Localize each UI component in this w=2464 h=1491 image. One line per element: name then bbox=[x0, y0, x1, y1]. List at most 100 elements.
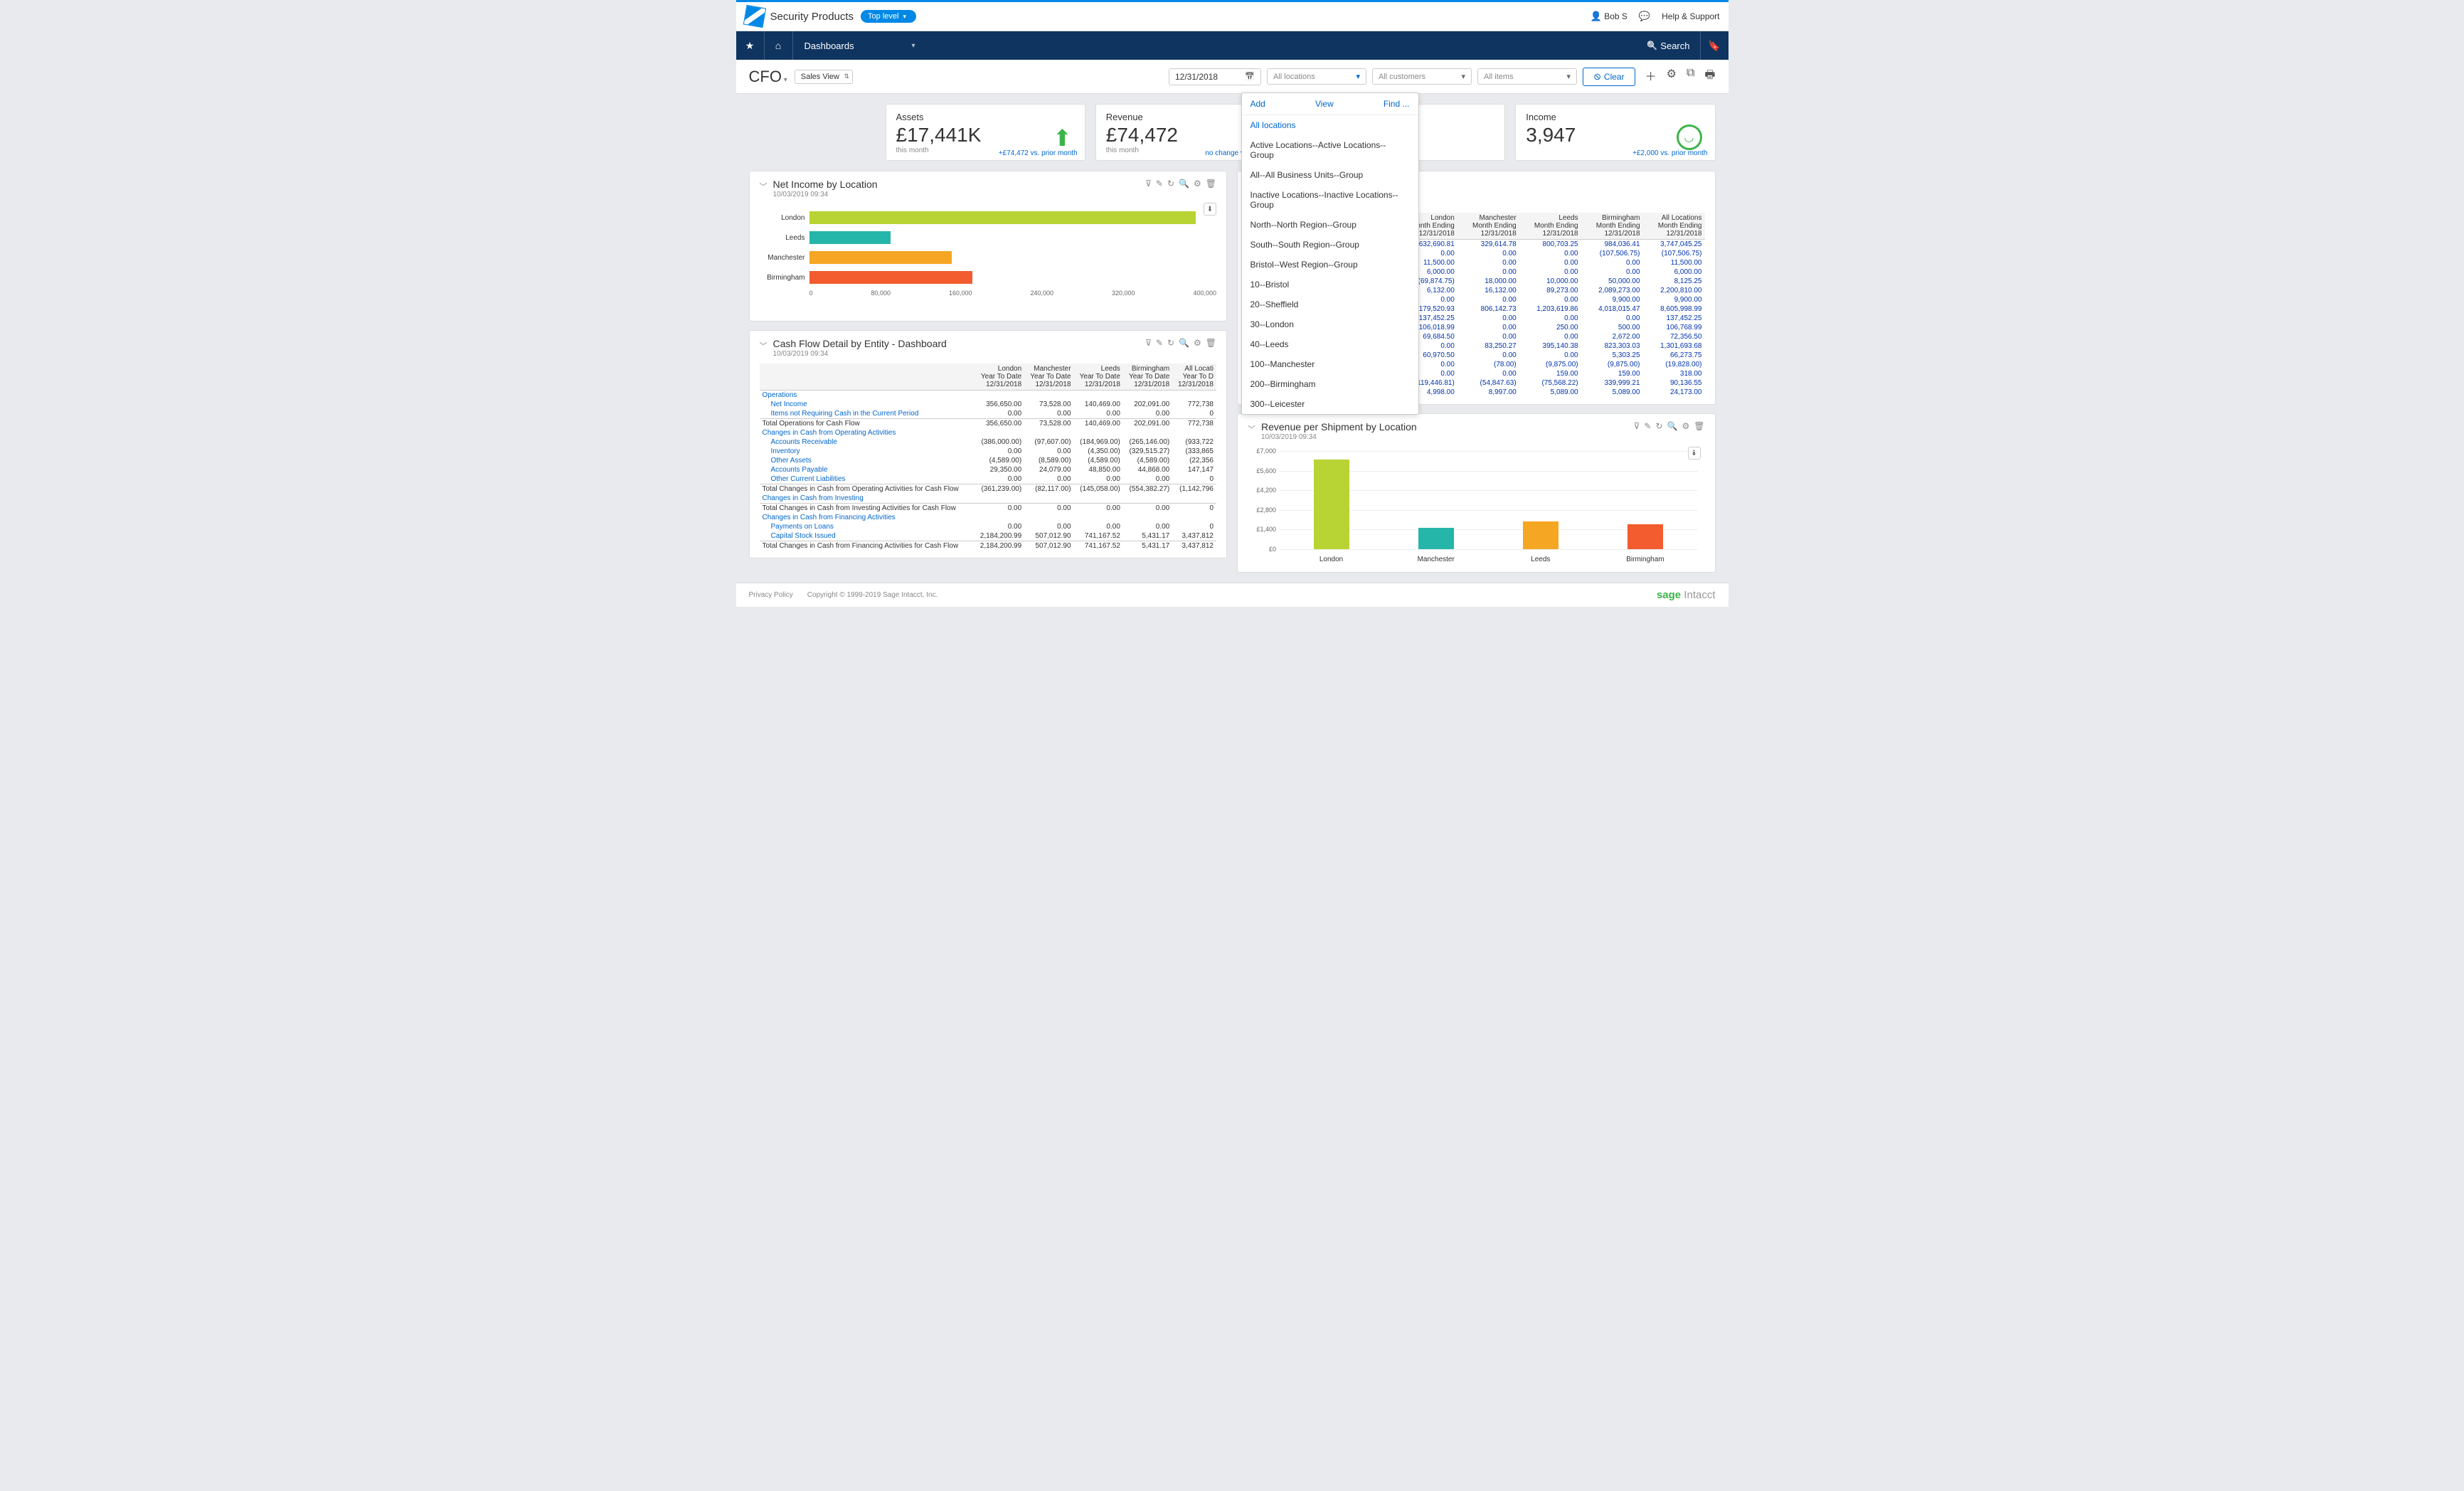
table-header: LeedsMonth Ending12/31/2018 bbox=[1519, 213, 1581, 240]
trash-icon[interactable]: 🗑 bbox=[1206, 179, 1216, 189]
settings-icon[interactable]: ⚙ bbox=[1667, 67, 1677, 86]
chart-bar[interactable]: Leeds bbox=[809, 228, 1217, 247]
toolbar: CFO Sales View 12/31/2018 All locations … bbox=[736, 60, 1728, 94]
add-icon[interactable]: ＋ bbox=[1645, 67, 1657, 86]
favorites-icon[interactable]: ★ bbox=[736, 31, 765, 60]
kpi-row: Assets £17,441K this month +£74,472 vs. … bbox=[736, 94, 1728, 171]
level-badge[interactable]: Top level bbox=[861, 10, 916, 23]
dropdown-find[interactable]: Find ... bbox=[1384, 99, 1410, 109]
edit-icon[interactable]: ✎ bbox=[1156, 179, 1163, 189]
filter-items[interactable]: All items bbox=[1477, 68, 1577, 85]
chart-bar[interactable] bbox=[1627, 524, 1663, 549]
date-input[interactable]: 12/31/2018 bbox=[1169, 68, 1261, 85]
search-button[interactable]: Search bbox=[1637, 41, 1699, 51]
dropdown-item[interactable]: 10--Bristol bbox=[1242, 275, 1418, 295]
kpi-card[interactable]: Income 3,947 +£2,000 vs. prior month◡ bbox=[1515, 104, 1715, 161]
collapse-icon[interactable]: ﹀ bbox=[1248, 423, 1255, 435]
dropdown-item[interactable]: North--North Region--Group bbox=[1242, 215, 1418, 235]
kpi-delta: +£2,000 vs. prior month bbox=[1632, 149, 1707, 157]
dropdown-item[interactable]: 100--Manchester bbox=[1242, 354, 1418, 374]
dropdown-item[interactable]: 20--Sheffield bbox=[1242, 295, 1418, 314]
chart-bar[interactable] bbox=[1418, 528, 1454, 549]
refresh-icon[interactable]: ↻ bbox=[1167, 338, 1174, 348]
zoom-icon[interactable]: 🔍 bbox=[1179, 179, 1189, 189]
table-row: Capital Stock Issued2,184,200.99507,012.… bbox=[760, 531, 1217, 541]
gear-icon[interactable]: ⚙ bbox=[1194, 338, 1201, 348]
dropdown-item[interactable]: All--All Business Units--Group bbox=[1242, 165, 1418, 185]
chart-bar[interactable]: Manchester bbox=[809, 248, 1217, 267]
download-icon[interactable]: ⬇ bbox=[1204, 203, 1216, 216]
chart-bar[interactable]: Birmingham bbox=[809, 268, 1217, 287]
copy-icon[interactable]: ⧉ bbox=[1687, 67, 1694, 86]
filter-icon[interactable]: ⊽ bbox=[1145, 179, 1152, 189]
trash-icon[interactable]: 🗑 bbox=[1694, 421, 1704, 431]
edit-icon[interactable]: ✎ bbox=[1156, 338, 1163, 348]
help-link[interactable]: Help & Support bbox=[1662, 11, 1719, 21]
header: Security Products Top level 👤 Bob S 💬 He… bbox=[736, 2, 1728, 31]
dropdown-item[interactable]: 200--Birmingham bbox=[1242, 374, 1418, 394]
page-title[interactable]: CFO bbox=[749, 68, 787, 86]
table-header: BirminghamYear To Date12/31/2018 bbox=[1123, 364, 1172, 391]
dropdown-item[interactable]: 40--Leeds bbox=[1242, 334, 1418, 354]
dropdown-item[interactable]: Inactive Locations--Inactive Locations--… bbox=[1242, 185, 1418, 215]
edit-icon[interactable]: ✎ bbox=[1644, 421, 1651, 431]
revenue-widget: ﹀ Revenue per Shipment by Location 10/03… bbox=[1237, 413, 1716, 573]
filter-customers[interactable]: All customers bbox=[1372, 68, 1472, 85]
widget-title: Net Income by Location bbox=[773, 179, 878, 190]
dropdown-item[interactable]: 30--London bbox=[1242, 314, 1418, 334]
collapse-icon[interactable]: ﹀ bbox=[760, 181, 768, 192]
table-header: All LocationsMonth Ending12/31/2018 bbox=[1643, 213, 1705, 240]
refresh-icon[interactable]: ↻ bbox=[1167, 179, 1174, 189]
privacy-link[interactable]: Privacy Policy bbox=[749, 591, 793, 599]
messages-icon[interactable]: 💬 bbox=[1639, 11, 1650, 22]
filter-locations[interactable]: All locations bbox=[1267, 68, 1366, 85]
chart-bar[interactable] bbox=[1523, 521, 1558, 549]
bar-label: Manchester bbox=[760, 254, 805, 262]
table-row: Changes in Cash from Operating Activitie… bbox=[760, 428, 1217, 437]
table-header: BirminghamMonth Ending12/31/2018 bbox=[1581, 213, 1643, 240]
dropdown-view[interactable]: View bbox=[1315, 99, 1334, 109]
table-row: Operations bbox=[760, 391, 1217, 400]
table-row: Total Operations for Cash Flow356,650.00… bbox=[760, 419, 1217, 429]
gear-icon[interactable]: ⚙ bbox=[1194, 179, 1201, 189]
footer: Privacy Policy Copyright © 1999-2019 Sag… bbox=[736, 583, 1728, 607]
gear-icon[interactable]: ⚙ bbox=[1682, 421, 1690, 431]
net-income-chart: ⬇ LondonLeedsManchesterBirmingham080,000… bbox=[760, 208, 1217, 314]
table-header: LondonYear To Date12/31/2018 bbox=[975, 364, 1025, 391]
user-menu[interactable]: 👤 Bob S bbox=[1591, 11, 1627, 22]
dropdown-item[interactable]: 300--Leicester bbox=[1242, 394, 1418, 414]
dropdown-item[interactable]: All locations bbox=[1242, 115, 1418, 135]
filter-icon[interactable]: ⊽ bbox=[1145, 338, 1152, 348]
kpi-value: £17,441K bbox=[896, 124, 1075, 147]
kpi-card[interactable]: Assets £17,441K this month +£74,472 vs. … bbox=[886, 104, 1085, 161]
table-row: Other Assets(4,589.00)(8,589.00)(4,589.0… bbox=[760, 456, 1217, 465]
widget-title: Cash Flow Detail by Entity - Dashboard bbox=[773, 338, 947, 349]
dropdown-item[interactable]: Active Locations--Active Locations--Grou… bbox=[1242, 135, 1418, 165]
print-icon[interactable]: 🖶 bbox=[1704, 67, 1715, 86]
net-income-widget: ﹀ Net Income by Location 10/03/2019 09:3… bbox=[749, 171, 1228, 322]
table-header bbox=[760, 364, 975, 391]
dropdown-add[interactable]: Add bbox=[1250, 99, 1265, 109]
dropdown-item[interactable]: Bristol--West Region--Group bbox=[1242, 255, 1418, 275]
bookmark-icon[interactable]: 🔖 bbox=[1700, 31, 1728, 60]
collapse-icon[interactable]: ﹀ bbox=[760, 340, 768, 351]
chart-bar[interactable]: London bbox=[809, 208, 1217, 227]
table-header: LeedsYear To Date12/31/2018 bbox=[1074, 364, 1123, 391]
refresh-icon[interactable]: ↻ bbox=[1655, 421, 1662, 431]
dropdown-item[interactable]: South--South Region--Group bbox=[1242, 235, 1418, 255]
zoom-icon[interactable]: 🔍 bbox=[1667, 421, 1678, 431]
trash-icon[interactable]: 🗑 bbox=[1206, 338, 1216, 348]
filter-icon[interactable]: ⊽ bbox=[1634, 421, 1640, 431]
table-header: ManchesterMonth Ending12/31/2018 bbox=[1457, 213, 1519, 240]
nav-dashboards[interactable]: Dashboards bbox=[793, 41, 935, 51]
company-name: Security Products bbox=[770, 11, 854, 23]
bar-label: Leeds bbox=[760, 234, 805, 242]
bar-label: London bbox=[760, 214, 805, 222]
view-select[interactable]: Sales View bbox=[795, 70, 853, 84]
chart-bar[interactable] bbox=[1314, 460, 1349, 549]
home-icon[interactable]: ⌂ bbox=[765, 31, 793, 60]
table-row: Net Income356,650.0073,528.00140,469.002… bbox=[760, 400, 1217, 409]
zoom-icon[interactable]: 🔍 bbox=[1179, 338, 1189, 348]
dropdown-actions: Add View Find ... bbox=[1242, 93, 1418, 115]
clear-button[interactable]: Clear bbox=[1583, 68, 1635, 86]
